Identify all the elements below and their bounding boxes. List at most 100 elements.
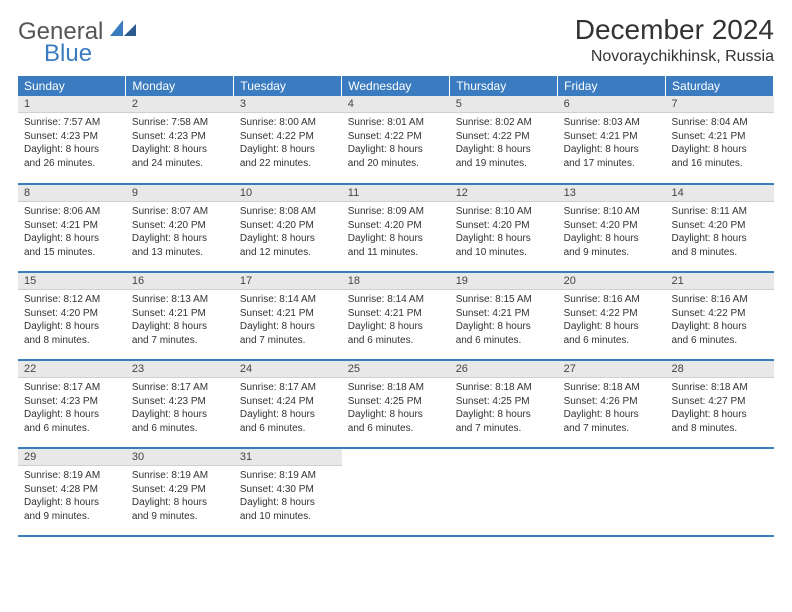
day-dl2: and 8 minutes. xyxy=(672,422,768,436)
day-sr: Sunrise: 8:09 AM xyxy=(348,205,444,219)
calendar-cell: 4Sunrise: 8:01 AMSunset: 4:22 PMDaylight… xyxy=(342,96,450,184)
brand-part2: Blue xyxy=(44,42,136,66)
day-sr: Sunrise: 8:17 AM xyxy=(132,381,228,395)
day-ss: Sunset: 4:23 PM xyxy=(132,395,228,409)
day-body: Sunrise: 7:58 AMSunset: 4:23 PMDaylight:… xyxy=(126,113,234,176)
day-body: Sunrise: 8:19 AMSunset: 4:29 PMDaylight:… xyxy=(126,466,234,529)
day-dl2: and 22 minutes. xyxy=(240,157,336,171)
day-dl1: Daylight: 8 hours xyxy=(240,232,336,246)
weekday-header: Saturday xyxy=(666,76,774,96)
day-dl2: and 6 minutes. xyxy=(348,334,444,348)
calendar-cell: 8Sunrise: 8:06 AMSunset: 4:21 PMDaylight… xyxy=(18,184,126,272)
day-ss: Sunset: 4:30 PM xyxy=(240,483,336,497)
day-body: Sunrise: 8:11 AMSunset: 4:20 PMDaylight:… xyxy=(666,202,774,265)
day-number: 13 xyxy=(558,185,666,202)
day-dl1: Daylight: 8 hours xyxy=(564,232,660,246)
calendar-cell: 19Sunrise: 8:15 AMSunset: 4:21 PMDayligh… xyxy=(450,272,558,360)
day-ss: Sunset: 4:26 PM xyxy=(564,395,660,409)
calendar-cell: 10Sunrise: 8:08 AMSunset: 4:20 PMDayligh… xyxy=(234,184,342,272)
day-body: Sunrise: 7:57 AMSunset: 4:23 PMDaylight:… xyxy=(18,113,126,176)
day-number: 7 xyxy=(666,96,774,113)
calendar-cell: 13Sunrise: 8:10 AMSunset: 4:20 PMDayligh… xyxy=(558,184,666,272)
day-body: Sunrise: 8:00 AMSunset: 4:22 PMDaylight:… xyxy=(234,113,342,176)
calendar-cell: 7Sunrise: 8:04 AMSunset: 4:21 PMDaylight… xyxy=(666,96,774,184)
calendar-cell: 25Sunrise: 8:18 AMSunset: 4:25 PMDayligh… xyxy=(342,360,450,448)
day-dl1: Daylight: 8 hours xyxy=(348,143,444,157)
day-sr: Sunrise: 8:16 AM xyxy=(672,293,768,307)
day-dl2: and 6 minutes. xyxy=(240,422,336,436)
weekday-header: Tuesday xyxy=(234,76,342,96)
day-body: Sunrise: 8:04 AMSunset: 4:21 PMDaylight:… xyxy=(666,113,774,176)
calendar-cell: 11Sunrise: 8:09 AMSunset: 4:20 PMDayligh… xyxy=(342,184,450,272)
day-sr: Sunrise: 8:06 AM xyxy=(24,205,120,219)
day-number: 3 xyxy=(234,96,342,113)
day-body: Sunrise: 8:16 AMSunset: 4:22 PMDaylight:… xyxy=(558,290,666,353)
day-number: 28 xyxy=(666,361,774,378)
calendar-cell: 17Sunrise: 8:14 AMSunset: 4:21 PMDayligh… xyxy=(234,272,342,360)
calendar-cell: 22Sunrise: 8:17 AMSunset: 4:23 PMDayligh… xyxy=(18,360,126,448)
day-number: 1 xyxy=(18,96,126,113)
day-dl2: and 15 minutes. xyxy=(24,246,120,260)
day-body: Sunrise: 8:01 AMSunset: 4:22 PMDaylight:… xyxy=(342,113,450,176)
day-dl2: and 8 minutes. xyxy=(24,334,120,348)
calendar-cell: 5Sunrise: 8:02 AMSunset: 4:22 PMDaylight… xyxy=(450,96,558,184)
day-dl2: and 6 minutes. xyxy=(348,422,444,436)
day-number: 11 xyxy=(342,185,450,202)
day-dl1: Daylight: 8 hours xyxy=(240,143,336,157)
day-dl1: Daylight: 8 hours xyxy=(564,143,660,157)
day-sr: Sunrise: 8:17 AM xyxy=(240,381,336,395)
day-sr: Sunrise: 8:10 AM xyxy=(456,205,552,219)
day-number: 5 xyxy=(450,96,558,113)
day-body: Sunrise: 8:18 AMSunset: 4:27 PMDaylight:… xyxy=(666,378,774,441)
day-number: 6 xyxy=(558,96,666,113)
day-dl2: and 6 minutes. xyxy=(672,334,768,348)
day-sr: Sunrise: 8:00 AM xyxy=(240,116,336,130)
day-sr: Sunrise: 8:14 AM xyxy=(240,293,336,307)
day-sr: Sunrise: 8:17 AM xyxy=(24,381,120,395)
day-body: Sunrise: 8:16 AMSunset: 4:22 PMDaylight:… xyxy=(666,290,774,353)
day-dl2: and 26 minutes. xyxy=(24,157,120,171)
calendar-cell: 28Sunrise: 8:18 AMSunset: 4:27 PMDayligh… xyxy=(666,360,774,448)
title-block: December 2024 Novoraychikhinsk, Russia xyxy=(575,14,774,66)
month-title: December 2024 xyxy=(575,14,774,46)
day-dl1: Daylight: 8 hours xyxy=(456,232,552,246)
day-dl2: and 13 minutes. xyxy=(132,246,228,260)
day-body: Sunrise: 8:10 AMSunset: 4:20 PMDaylight:… xyxy=(558,202,666,265)
day-number: 8 xyxy=(18,185,126,202)
day-body: Sunrise: 8:15 AMSunset: 4:21 PMDaylight:… xyxy=(450,290,558,353)
day-sr: Sunrise: 8:02 AM xyxy=(456,116,552,130)
day-sr: Sunrise: 8:18 AM xyxy=(672,381,768,395)
day-ss: Sunset: 4:21 PM xyxy=(564,130,660,144)
weekday-header: Monday xyxy=(126,76,234,96)
weekday-header: Sunday xyxy=(18,76,126,96)
day-number: 29 xyxy=(18,449,126,466)
day-ss: Sunset: 4:22 PM xyxy=(348,130,444,144)
calendar-cell xyxy=(666,448,774,536)
day-dl2: and 20 minutes. xyxy=(348,157,444,171)
weekday-header-row: Sunday Monday Tuesday Wednesday Thursday… xyxy=(18,76,774,96)
brand-logo: General Blue xyxy=(18,14,136,66)
day-ss: Sunset: 4:23 PM xyxy=(24,130,120,144)
day-body: Sunrise: 8:10 AMSunset: 4:20 PMDaylight:… xyxy=(450,202,558,265)
day-number: 26 xyxy=(450,361,558,378)
day-ss: Sunset: 4:25 PM xyxy=(348,395,444,409)
day-dl1: Daylight: 8 hours xyxy=(24,143,120,157)
weekday-header: Wednesday xyxy=(342,76,450,96)
day-ss: Sunset: 4:21 PM xyxy=(456,307,552,321)
day-ss: Sunset: 4:22 PM xyxy=(240,130,336,144)
calendar-row: 29Sunrise: 8:19 AMSunset: 4:28 PMDayligh… xyxy=(18,448,774,536)
day-dl1: Daylight: 8 hours xyxy=(348,232,444,246)
day-ss: Sunset: 4:21 PM xyxy=(672,130,768,144)
day-dl2: and 9 minutes. xyxy=(564,246,660,260)
day-sr: Sunrise: 8:18 AM xyxy=(348,381,444,395)
day-dl2: and 16 minutes. xyxy=(672,157,768,171)
calendar-cell: 21Sunrise: 8:16 AMSunset: 4:22 PMDayligh… xyxy=(666,272,774,360)
day-body: Sunrise: 8:07 AMSunset: 4:20 PMDaylight:… xyxy=(126,202,234,265)
day-dl1: Daylight: 8 hours xyxy=(456,143,552,157)
day-ss: Sunset: 4:22 PM xyxy=(564,307,660,321)
day-sr: Sunrise: 8:19 AM xyxy=(240,469,336,483)
day-ss: Sunset: 4:21 PM xyxy=(24,219,120,233)
day-number: 10 xyxy=(234,185,342,202)
day-dl1: Daylight: 8 hours xyxy=(564,408,660,422)
day-body: Sunrise: 8:14 AMSunset: 4:21 PMDaylight:… xyxy=(342,290,450,353)
